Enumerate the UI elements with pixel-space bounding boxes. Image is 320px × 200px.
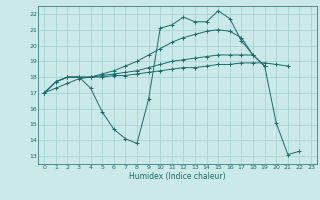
X-axis label: Humidex (Indice chaleur): Humidex (Indice chaleur) — [129, 172, 226, 181]
